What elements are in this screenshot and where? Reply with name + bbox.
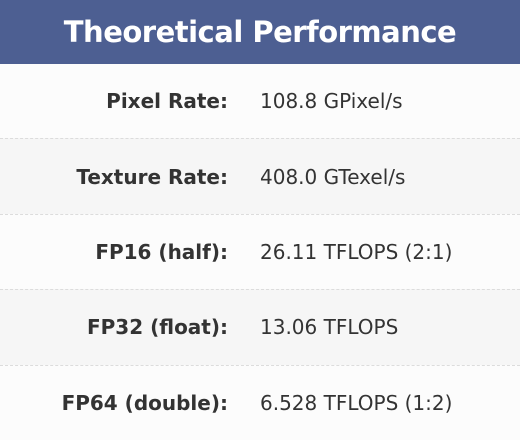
spec-row: FP32 (float): 13.06 TFLOPS [0,289,520,365]
spec-row: FP16 (half): 26.11 TFLOPS (2:1) [0,213,520,290]
spec-value: 26.11 TFLOPS (2:1) [260,240,453,265]
spec-value: 13.06 TFLOPS [260,315,399,340]
spec-label: Pixel Rate: [106,89,228,114]
spec-label: FP16 (half): [95,240,228,265]
spec-row: FP64 (double): 6.528 TFLOPS (1:2) [0,364,520,440]
spec-label: Texture Rate: [76,164,228,189]
spec-value: 6.528 TFLOPS (1:2) [260,390,453,415]
spec-label: FP64 (double): [61,390,228,415]
spec-label: FP32 (float): [86,315,228,340]
header-bar: Theoretical Performance [0,0,520,64]
spec-row: Texture Rate: 408.0 GTexel/s [0,138,520,214]
header-title: Theoretical Performance [63,15,457,49]
spec-value: 408.0 GTexel/s [260,164,406,189]
spec-row: Pixel Rate: 108.8 GPixel/s [0,64,520,139]
spec-table: Pixel Rate: 108.8 GPixel/s Texture Rate: 40… [0,64,520,440]
spec-value: 108.8 GPixel/s [260,89,403,114]
